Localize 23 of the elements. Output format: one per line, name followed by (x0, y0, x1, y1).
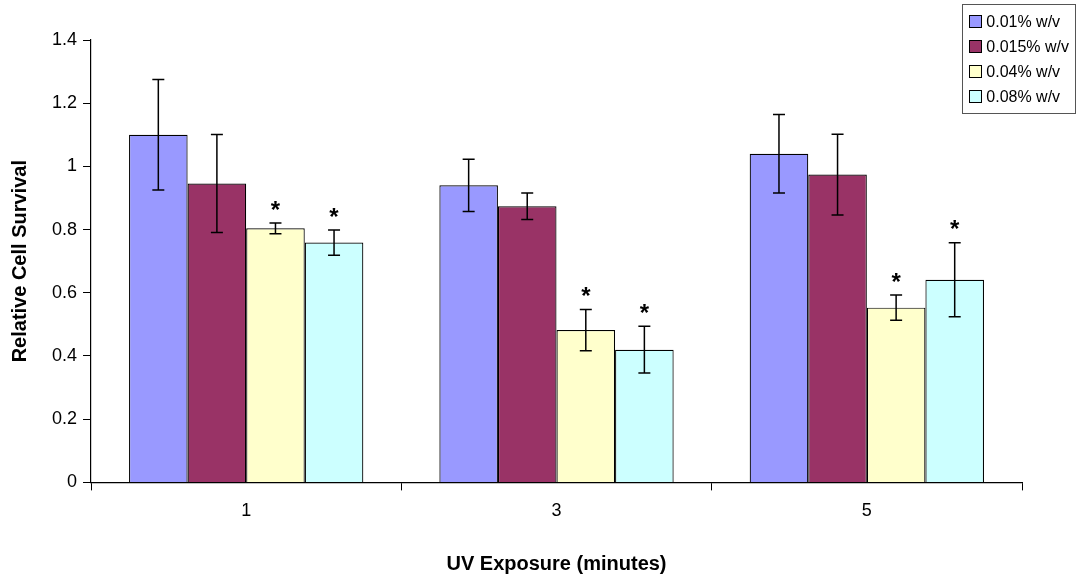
y-tick-label: 0.6 (51, 281, 78, 302)
data-label: * (270, 195, 281, 223)
legend-label: 0.04% w/v (985, 62, 1062, 82)
y-tick-label: 1 (67, 155, 78, 176)
data-label: * (950, 215, 961, 243)
y-tick-label: 0.8 (51, 218, 78, 239)
legend-label: 0.01% w/v (985, 12, 1062, 32)
data-label: * (891, 267, 902, 295)
y-tick-label: 0 (67, 471, 78, 492)
y-tick-label: 1.2 (51, 92, 78, 113)
y-axis-title: Relative Cell Survival (7, 160, 30, 363)
data-label: * (329, 202, 340, 230)
data-label: * (581, 282, 592, 310)
x-tick-label: 1 (241, 500, 252, 521)
x-tick-label: 5 (861, 500, 872, 521)
legend-label: 0.08% w/v (985, 87, 1062, 107)
x-axis-title: UV Exposure (minutes) (446, 551, 667, 574)
legend-label: 0.015% w/v (985, 37, 1069, 57)
data-label: * (639, 298, 650, 326)
y-tick-label: 0.2 (51, 408, 78, 429)
y-tick-label: 0.4 (51, 344, 78, 365)
x-tick-label: 3 (551, 500, 562, 521)
y-tick-label: 1.4 (51, 28, 78, 49)
